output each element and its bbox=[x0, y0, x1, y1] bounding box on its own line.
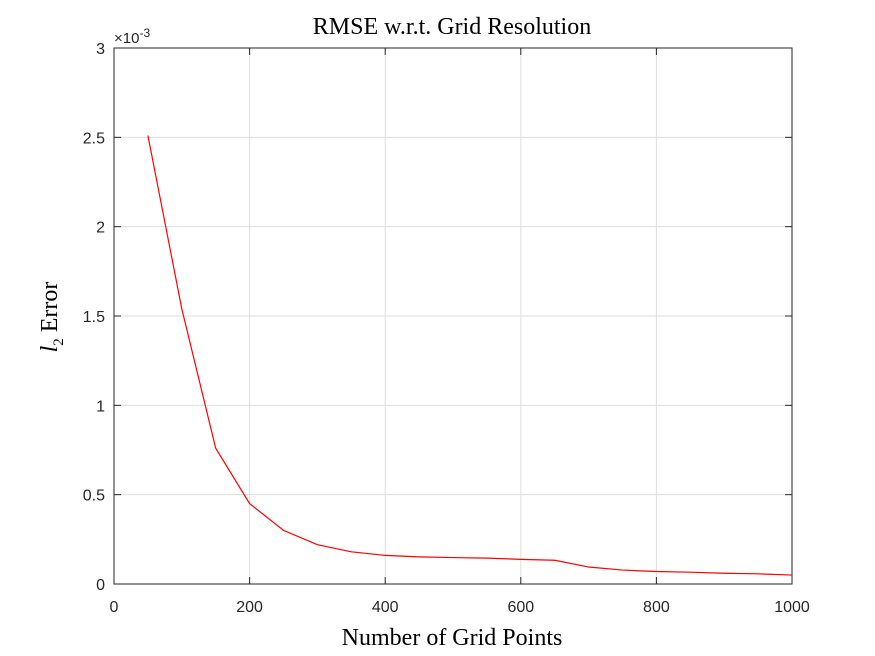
x-tick-label: 200 bbox=[236, 599, 263, 616]
y-axis-label: l2 Error bbox=[37, 282, 67, 353]
y-tick-label: 2.5 bbox=[83, 130, 105, 147]
y-tick-label: 0.5 bbox=[83, 488, 105, 505]
chart-title: RMSE w.r.t. Grid Resolution bbox=[313, 14, 591, 40]
grid-lines bbox=[114, 48, 792, 584]
y-tick-labels: 0 0.5 1 1.5 2 2.5 3 bbox=[83, 41, 105, 594]
x-tick-label: 0 bbox=[110, 599, 119, 616]
series-lines bbox=[147, 135, 793, 576]
y-tick-label: 1.5 bbox=[83, 309, 105, 326]
x-tick-label: 1000 bbox=[774, 599, 810, 616]
y-axis-label-base: l bbox=[37, 345, 63, 352]
x-tick-labels: 0 200 400 600 800 1000 bbox=[110, 599, 810, 616]
y-tick-label: 1 bbox=[96, 398, 105, 415]
x-tick-label: 800 bbox=[643, 599, 670, 616]
y-tick-label: 3 bbox=[96, 41, 105, 58]
y-axis-label-rest: Error bbox=[37, 282, 63, 339]
x-tick-label: 400 bbox=[372, 599, 399, 616]
y-tick-label: 0 bbox=[96, 577, 105, 594]
y-exponent-prefix: ×10 bbox=[114, 30, 139, 47]
y-exponent-label: ×10-3 bbox=[114, 26, 150, 47]
tick-marks bbox=[113, 47, 793, 585]
y-tick-label: 2 bbox=[96, 220, 105, 237]
y-exponent-power: -3 bbox=[139, 26, 150, 40]
x-tick-label: 600 bbox=[507, 599, 534, 616]
x-axis-label: Number of Grid Points bbox=[342, 625, 563, 651]
series-line bbox=[147, 135, 793, 576]
y-axis-label-subscript: 2 bbox=[51, 338, 67, 346]
